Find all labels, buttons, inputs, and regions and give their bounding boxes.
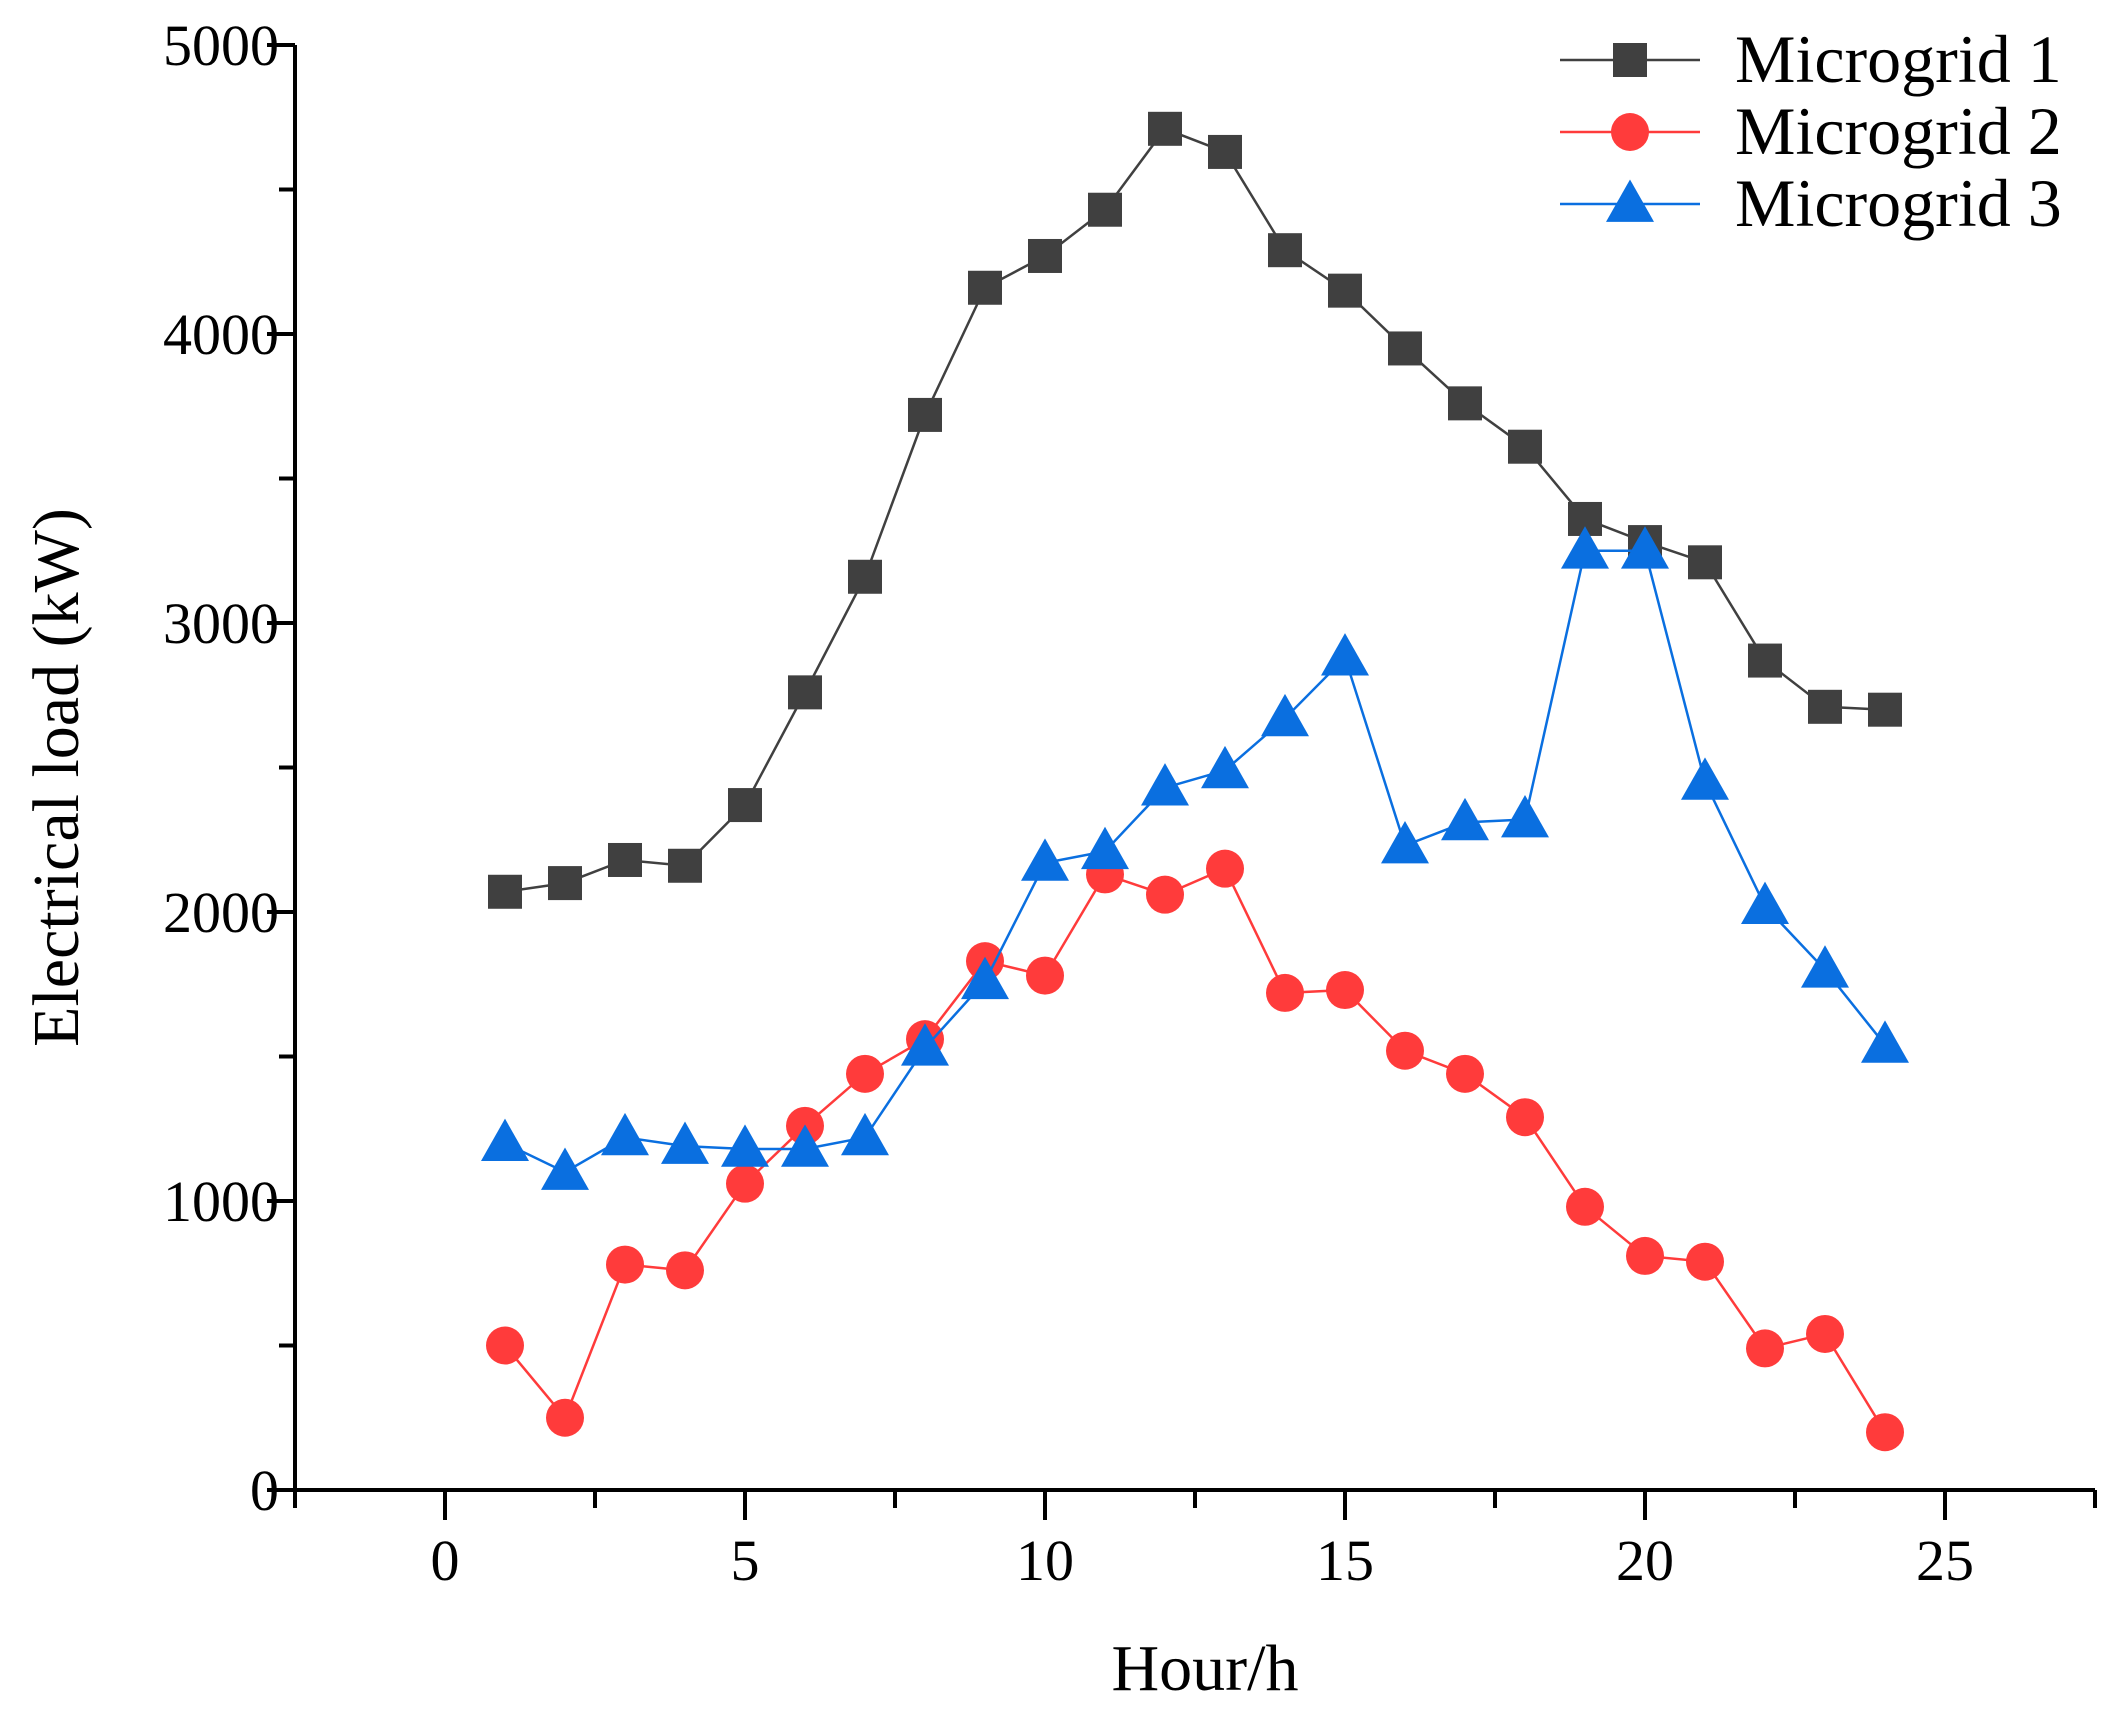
series-layer [481, 111, 1909, 1452]
y-tick-label: 3000 [163, 591, 279, 656]
circle-marker [1806, 1314, 1844, 1353]
x-tick-label: 5 [731, 1528, 760, 1593]
y-tick-label: 4000 [163, 302, 279, 367]
triangle-marker [901, 1023, 949, 1066]
triangle-marker [781, 1124, 829, 1167]
square-marker [668, 848, 702, 883]
legend-item: Microgrid 2 [1560, 93, 2062, 169]
triangle-marker [1321, 633, 1369, 676]
triangle-marker [1441, 797, 1489, 841]
square-marker [728, 788, 762, 823]
axes: 0 5 10 15 20 25 0 1000 2000 3000 4000 5000 [163, 13, 2097, 1593]
square-marker [1748, 643, 1782, 678]
triangle-marker [1381, 820, 1429, 864]
triangle-marker [1021, 838, 1069, 881]
triangle-marker [1606, 179, 1654, 222]
square-marker [788, 675, 822, 710]
series-line [504, 867, 1887, 1433]
circle-marker [1146, 875, 1184, 914]
circle-marker [1566, 1187, 1604, 1226]
triangle-marker [1561, 526, 1609, 569]
square-marker [1613, 43, 1647, 77]
triangle-marker [1681, 757, 1729, 800]
y-axis-title: Electrical load (kW) [20, 508, 93, 1047]
square-marker [1808, 689, 1842, 724]
circle-marker [1326, 971, 1364, 1010]
triangle-marker [1741, 881, 1789, 925]
square-marker [1388, 331, 1422, 366]
circle-marker [1506, 1098, 1544, 1137]
circle-marker [1866, 1413, 1904, 1452]
square-marker [1448, 386, 1482, 421]
series-3 [481, 526, 1909, 1190]
x-axis-title: Hour/h [1112, 1632, 1299, 1705]
y-tick-label: 1000 [163, 1169, 279, 1234]
triangle-marker [841, 1112, 889, 1156]
legend-item: Microgrid 3 [1560, 165, 2062, 241]
square-marker [1508, 429, 1542, 464]
circle-marker [546, 1398, 584, 1437]
legend-label: Microgrid 3 [1735, 165, 2062, 241]
y-tick-label: 0 [250, 1458, 279, 1523]
triangle-marker [541, 1147, 589, 1190]
square-marker [1268, 233, 1302, 268]
legend-item: Microgrid 1 [1560, 21, 2062, 97]
triangle-marker [961, 956, 1009, 1000]
circle-marker [1026, 956, 1064, 995]
square-marker [848, 559, 882, 594]
triangle-marker [601, 1112, 649, 1156]
series-line [504, 127, 1886, 894]
circle-marker [846, 1054, 884, 1093]
circle-marker [666, 1251, 704, 1290]
triangle-marker [1201, 745, 1249, 789]
y-tick-label: 5000 [163, 13, 279, 78]
circle-marker [606, 1245, 644, 1284]
triangle-marker [1801, 945, 1849, 988]
legend-label: Microgrid 2 [1735, 93, 2062, 169]
square-marker [1868, 692, 1902, 727]
triangle-marker [481, 1118, 529, 1162]
series-2 [486, 849, 1904, 1452]
circle-marker [1206, 849, 1244, 888]
x-tick-label: 25 [1916, 1528, 1974, 1593]
square-marker [1028, 238, 1062, 273]
circle-marker [726, 1164, 764, 1203]
triangle-marker [1081, 826, 1129, 870]
triangle-marker [721, 1124, 769, 1167]
square-marker [548, 866, 582, 901]
circle-marker [1686, 1242, 1724, 1281]
triangle-marker [1621, 526, 1669, 569]
circle-marker [1626, 1236, 1664, 1275]
y-tick-label: 2000 [163, 880, 279, 945]
triangle-marker [1501, 794, 1549, 838]
square-marker [488, 874, 522, 909]
circle-marker [1446, 1054, 1484, 1093]
triangle-marker [1141, 763, 1189, 806]
square-marker [608, 842, 642, 877]
x-tick-label: 15 [1316, 1528, 1374, 1593]
square-marker [1208, 134, 1242, 169]
triangle-marker [661, 1121, 709, 1164]
circle-marker [486, 1326, 524, 1365]
x-tick-label: 20 [1616, 1528, 1674, 1593]
series-line [504, 549, 1886, 1174]
square-marker [908, 397, 942, 432]
x-tick-label: 0 [431, 1528, 460, 1593]
circle-marker [1266, 973, 1304, 1012]
square-marker [1328, 273, 1362, 308]
square-marker [968, 270, 1002, 305]
circle-marker [1746, 1329, 1784, 1368]
x-tick-label: 10 [1016, 1528, 1074, 1593]
legend-label: Microgrid 1 [1735, 21, 2062, 97]
triangle-marker [1261, 693, 1309, 737]
triangle-marker [1861, 1020, 1909, 1063]
square-marker [1148, 111, 1182, 146]
square-marker [1088, 192, 1122, 227]
circle-marker [1611, 113, 1649, 151]
circle-marker [1386, 1031, 1424, 1070]
square-marker [1688, 545, 1722, 580]
